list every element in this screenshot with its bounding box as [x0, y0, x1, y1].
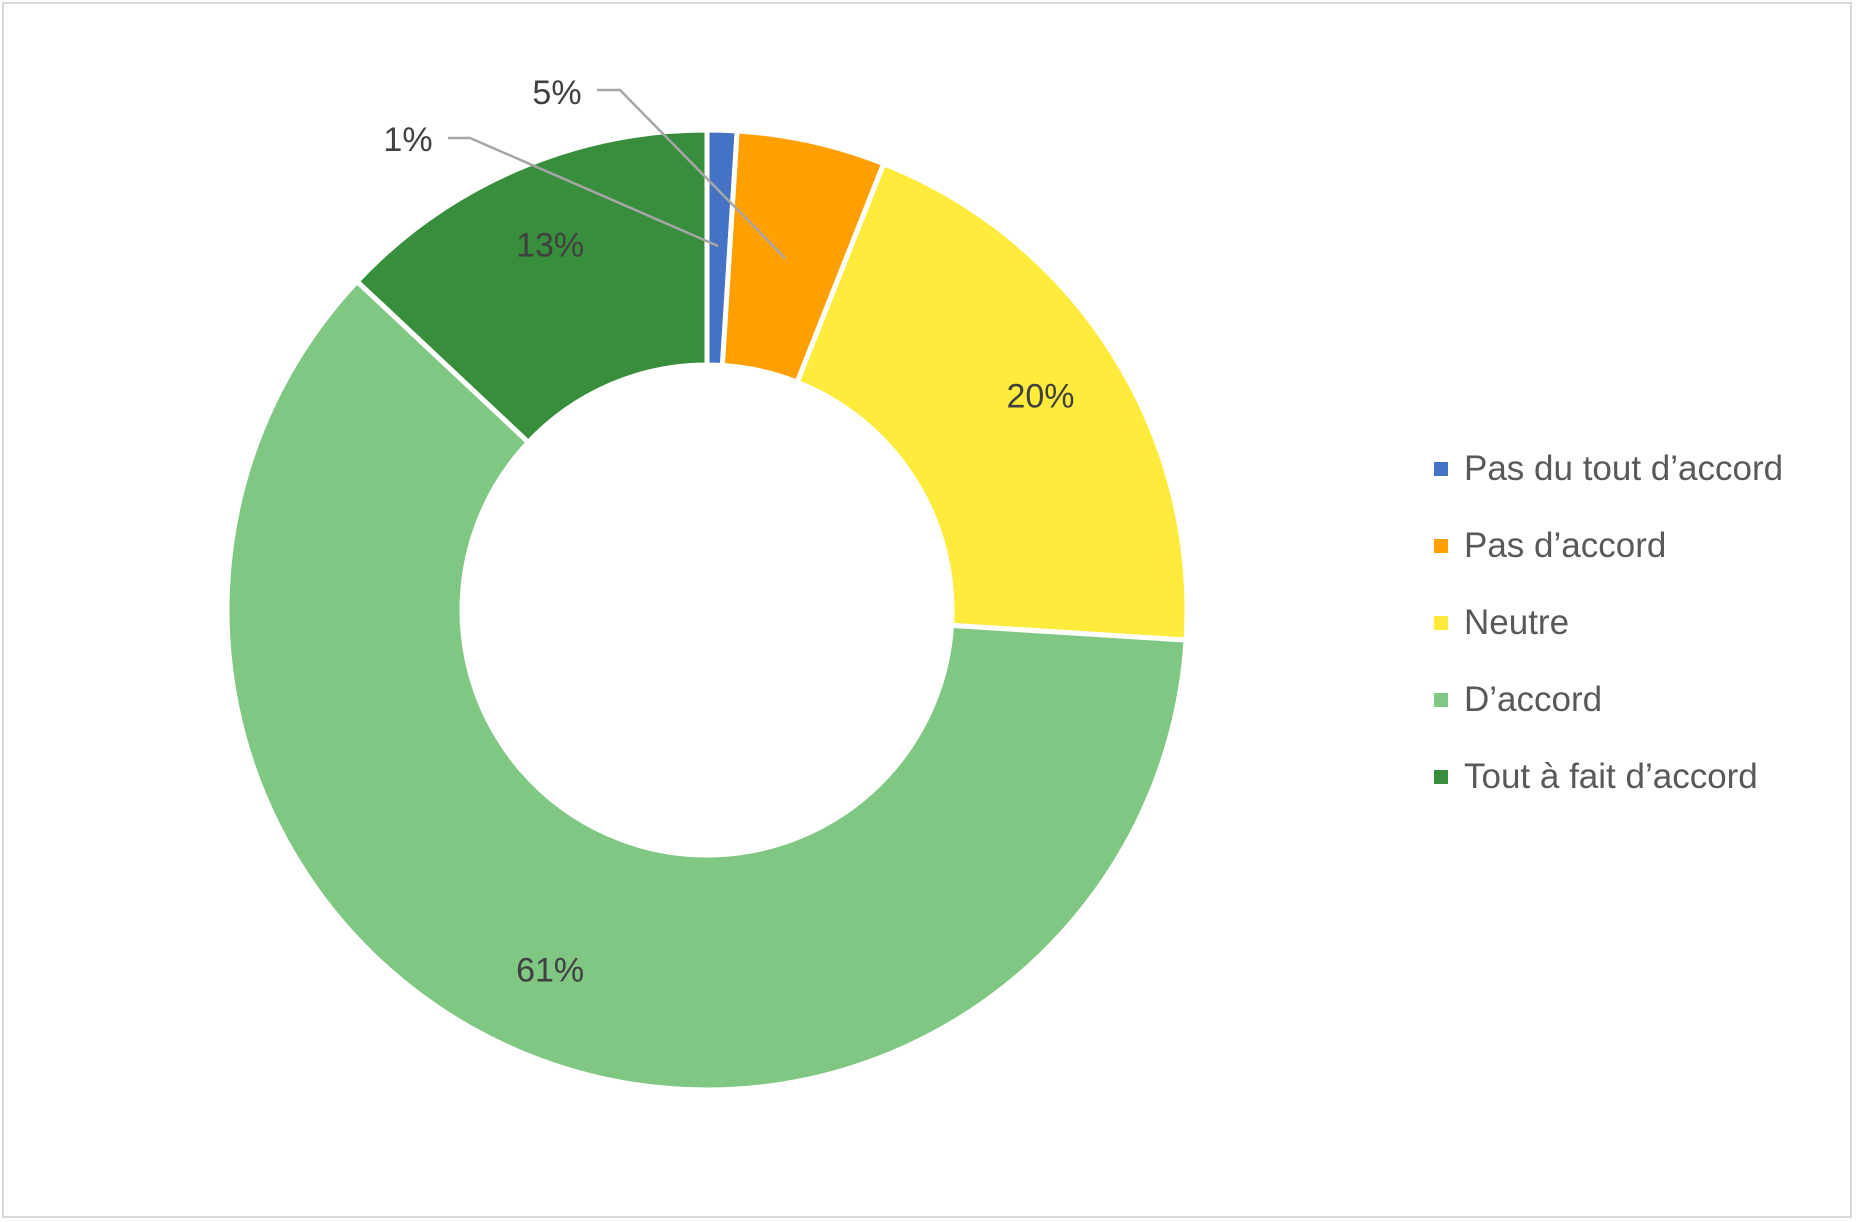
legend-label: Pas d’accord [1464, 525, 1667, 565]
legend-label: Neutre [1464, 602, 1570, 642]
legend-label: D’accord [1464, 679, 1603, 719]
legend-label: Tout à fait d’accord [1464, 756, 1758, 796]
legend-swatch [1434, 692, 1448, 707]
legend-item-pas-du-tout-d-accord: Pas du tout d’accord [1434, 430, 1844, 507]
slice-tout-a-fait-d-accord [353, 127, 710, 446]
leader-line-pas-du-tout-d-accord [448, 136, 719, 248]
data-label-d-accord: 61% [516, 951, 584, 989]
slice-d-accord [224, 277, 1189, 1093]
leader-line-pas-d-accord [597, 88, 786, 259]
legend-item-tout-a-fait-d-accord: Tout à fait d’accord [1434, 738, 1844, 815]
legend-swatch [1434, 615, 1448, 630]
data-label-pas-d-accord: 5% [532, 74, 581, 112]
legend-item-neutre: Neutre [1434, 584, 1844, 661]
legend-swatch [1434, 769, 1448, 784]
leader-lines [448, 88, 786, 259]
legend-swatch [1434, 461, 1448, 476]
legend-item-pas-d-accord: Pas d’accord [1434, 507, 1844, 584]
data-label-neutre: 20% [1006, 377, 1074, 415]
legend: Pas du tout d’accord Pas d’accord Neutre D’… [1434, 430, 1844, 815]
donut-slices [224, 127, 1190, 1093]
slice-neutre [793, 160, 1190, 643]
legend-label: Pas du tout d’accord [1464, 448, 1784, 488]
data-label-tout-a-fait-d-accord: 13% [516, 226, 584, 264]
legend-item-d-accord: D’accord [1434, 661, 1844, 738]
data-labels: 1% 5% 20% 61% 13% [383, 74, 1074, 990]
legend-swatch [1434, 538, 1448, 553]
data-label-pas-du-tout-d-accord: 1% [383, 121, 432, 159]
